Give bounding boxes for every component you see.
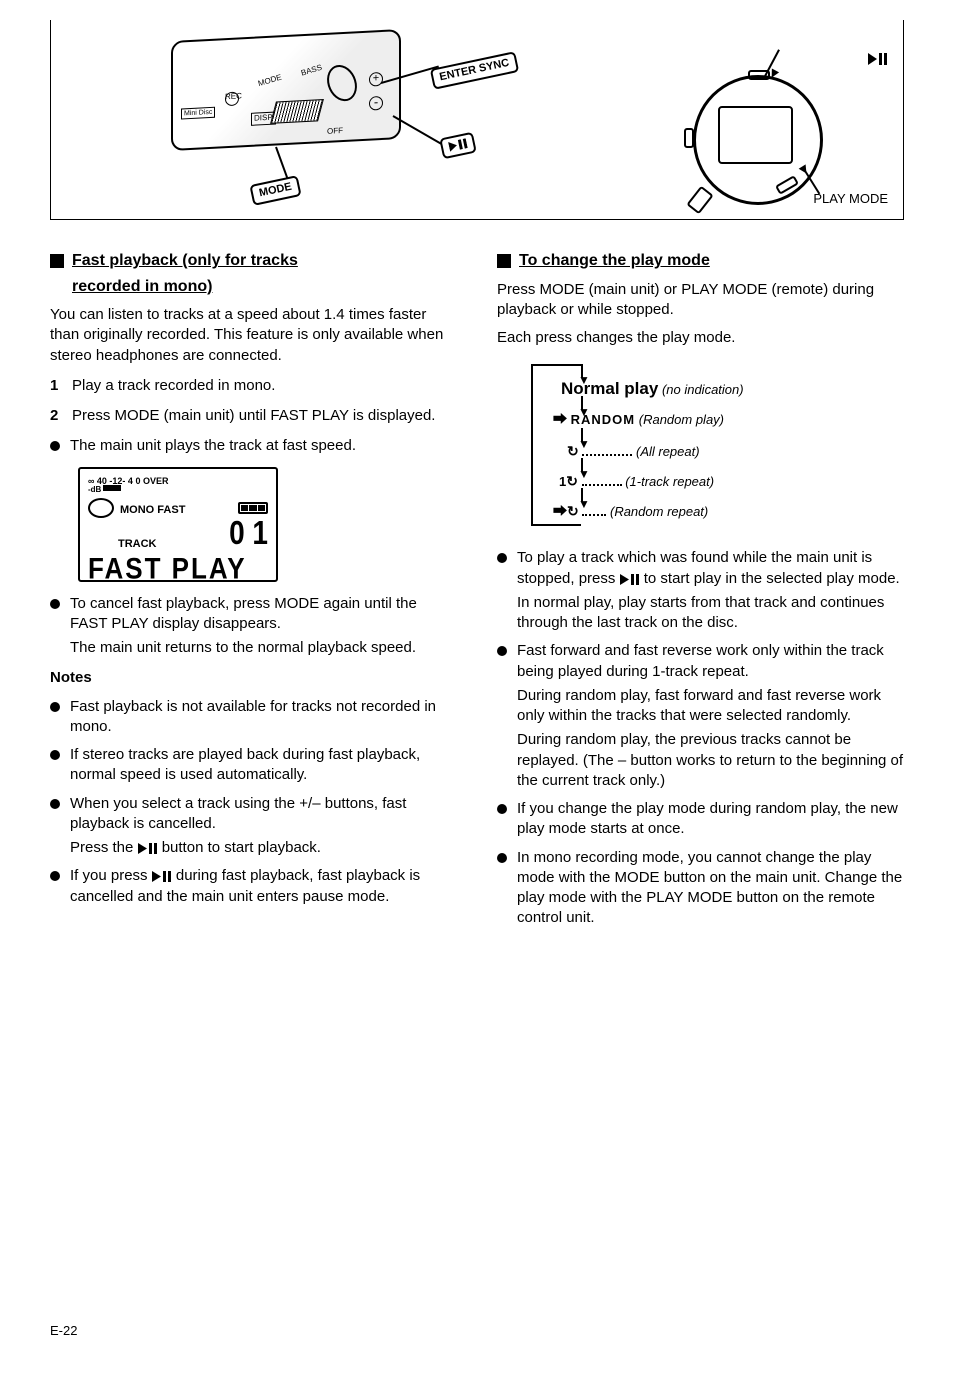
play-pause-icon [138,843,158,854]
play-pause-icon [620,574,640,585]
bullet-icon [50,441,60,451]
play-mode-heading: To change the play mode [497,250,904,272]
square-bullet-icon [497,254,511,268]
note-1: Fast playback is not available for track… [70,697,457,738]
right-note-4: In mono recording mode, you cannot chang… [517,848,904,929]
step-1: 1 Play a track recorded in mono. [50,376,457,396]
remote-illustration [693,75,823,205]
play-pause-icon [868,53,888,65]
bullet-icon [50,799,60,809]
bullet-icon [497,646,507,656]
square-bullet-icon [50,254,64,268]
bullet-icon [497,553,507,563]
enter-sync-callout: ENTER SYNC [430,51,519,89]
device-diagram: Mini Disc REC MODE DISP BASS OFF + - MOD… [50,20,904,220]
note-4: If you press during fast playback, fast … [70,866,457,907]
left-column: Fast playback (only for tracks recorded … [50,250,457,937]
note-2: If stereo tracks are played back during … [70,745,457,786]
play-mode-sequence: ▼ Normal play (no indication) ▼ ⮕ RANDOM… [527,356,904,534]
minus-button: - [369,96,383,111]
off-label: OFF [327,126,343,138]
bullet-icon [497,853,507,863]
play-pause-callout [439,132,477,159]
loop-arrow-icon [88,498,114,518]
play-mode-sub: Each press changes the play mode. [497,328,904,348]
play-mode-intro: Press MODE (main unit) or PLAY MODE (rem… [497,280,904,321]
mode-label-on-device: MODE [257,73,283,90]
minidisc-badge: Mini Disc [181,107,215,120]
remote-play-pause-label [868,50,888,68]
play-pause-icon [448,138,468,152]
bullet-icon [50,750,60,760]
plus-button: + [369,72,383,87]
right-column: To change the play mode Press MODE (main… [497,250,904,937]
bullet-icon [497,804,507,814]
right-note-3: If you change the play mode during rando… [517,799,904,840]
cancel-fast-a: To cancel fast playback, press MODE agai… [70,594,457,635]
lcd-display-illustration: ∞ 40 -12- 4 0 OVER -dB MONO FAST TRACK 0… [78,467,278,582]
remote-screen [718,106,793,164]
fast-playback-heading-2: recorded in mono) [72,276,457,298]
rec-label: REC [225,91,242,103]
fast-playback-heading: Fast playback (only for tracks [50,250,457,272]
fast-playback-intro: You can listen to tracks at a speed abou… [50,305,457,366]
bullet-icon [50,871,60,881]
play-pause-icon [152,871,172,882]
notes-heading: Notes [50,668,457,688]
note-3a: When you select a track using the +/– bu… [70,794,457,835]
md-player-illustration: Mini Disc REC MODE DISP BASS OFF + - [171,29,401,151]
bass-label: BASS [300,63,323,80]
step-2b: The main unit plays the track at fast sp… [70,436,356,456]
bullet-icon [50,702,60,712]
remote-play-mode-label: PLAY MODE [813,190,888,208]
step-2: 2 Press MODE (main unit) until FAST PLAY… [50,406,457,426]
page-number: E-22 [50,1322,77,1340]
bullet-icon [50,599,60,609]
mode-callout: MODE [249,175,301,206]
cancel-fast-b: The main unit returns to the normal play… [70,638,457,658]
